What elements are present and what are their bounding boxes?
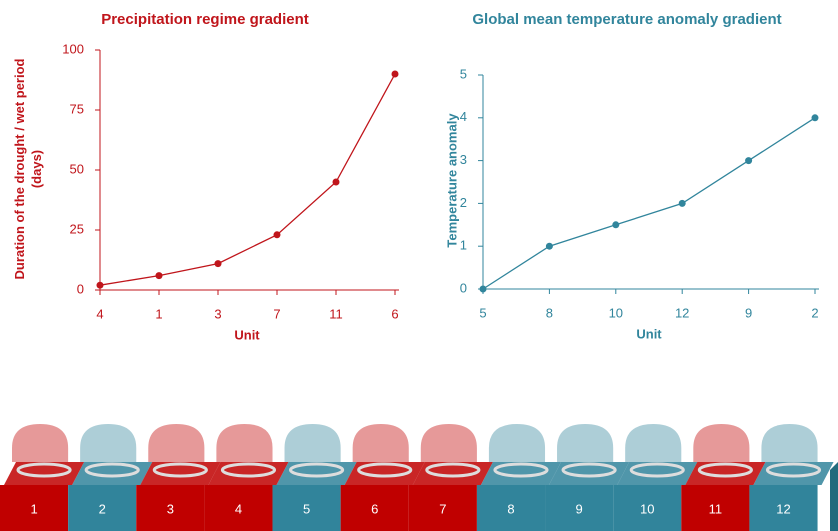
y-axis-label: Temperature anomaly	[444, 81, 461, 281]
unit-label: 11	[709, 501, 723, 516]
dome	[761, 424, 817, 462]
x-tick-label: 7	[273, 306, 280, 321]
point	[274, 231, 281, 238]
dome	[557, 424, 613, 462]
point	[546, 243, 553, 250]
dome	[421, 424, 477, 462]
y-tick-label: 5	[460, 66, 467, 81]
y-tick-label: 1	[460, 238, 467, 253]
y-tick-label: 0	[460, 280, 467, 295]
y-tick-label: 50	[70, 161, 84, 176]
dome	[693, 424, 749, 462]
dome	[80, 424, 136, 462]
y-tick-label: 2	[460, 195, 467, 210]
y-axis-label: Duration of the drought / wet period (da…	[11, 39, 45, 299]
point	[480, 286, 487, 293]
point	[333, 179, 340, 186]
x-tick-label: 10	[609, 305, 623, 320]
dome	[489, 424, 545, 462]
dome	[353, 424, 409, 462]
point	[156, 272, 163, 279]
y-tick-label: 100	[62, 41, 84, 56]
x-axis-label: Unit	[234, 327, 260, 342]
unit-label: 4	[235, 501, 242, 516]
line	[483, 118, 815, 289]
unit-label: 1	[30, 501, 37, 516]
dome	[285, 424, 341, 462]
point	[745, 157, 752, 164]
point	[392, 71, 399, 78]
x-tick-label: 9	[745, 305, 752, 320]
unit-label: 5	[303, 501, 310, 516]
dome	[625, 424, 681, 462]
x-axis-label: Unit	[636, 326, 662, 341]
unit-label: 9	[575, 501, 582, 516]
unit-label: 6	[371, 501, 378, 516]
x-tick-label: 3	[214, 306, 221, 321]
point	[612, 221, 619, 228]
page: 02550751004137116Unit01234558101292Unit1…	[0, 0, 838, 531]
chart-title: Global mean temperature anomaly gradient	[462, 8, 792, 32]
point	[215, 260, 222, 267]
y-tick-label: 75	[70, 101, 84, 116]
strip-side	[830, 462, 838, 531]
point	[679, 200, 686, 207]
x-tick-label: 6	[391, 306, 398, 321]
unit-label: 8	[507, 501, 514, 516]
y-tick-label: 4	[460, 109, 467, 124]
x-tick-label: 8	[546, 305, 553, 320]
chart: 02550751004137116Unit01234558101292Unit1…	[0, 0, 838, 531]
x-tick-label: 2	[811, 305, 818, 320]
chart-title: Precipitation regime gradient	[50, 8, 360, 32]
x-tick-label: 12	[675, 305, 689, 320]
y-tick-label: 3	[460, 152, 467, 167]
x-tick-label: 4	[96, 306, 103, 321]
x-tick-label: 1	[155, 306, 162, 321]
dome	[12, 424, 68, 462]
dome	[148, 424, 204, 462]
y-tick-label: 25	[70, 221, 84, 236]
x-tick-label: 5	[479, 305, 486, 320]
unit-label: 10	[640, 501, 654, 516]
line	[100, 74, 395, 285]
unit-label: 7	[439, 501, 446, 516]
unit-label: 3	[167, 501, 174, 516]
dome	[216, 424, 272, 462]
point	[97, 282, 104, 289]
unit-label: 2	[99, 501, 106, 516]
y-tick-label: 0	[77, 281, 84, 296]
x-tick-label: 11	[329, 306, 343, 321]
point	[812, 114, 819, 121]
unit-label: 12	[776, 501, 790, 516]
